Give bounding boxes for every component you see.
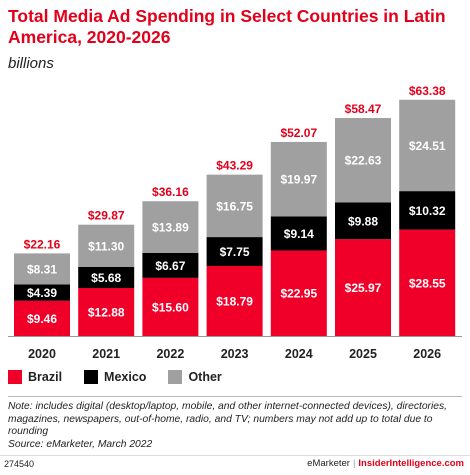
legend-item-brazil: Brazil (8, 370, 62, 384)
x-tick-label-2026: 2026 (413, 347, 441, 361)
chart-subtitle: billions (8, 55, 54, 72)
total-label-2023: $43.29 (216, 159, 253, 173)
legend-swatch-other (168, 370, 183, 384)
total-label-2021: $29.87 (88, 209, 125, 223)
data-label-mexico-2023: $7.75 (220, 245, 250, 259)
data-label-other-2022: $13.89 (152, 221, 189, 235)
data-label-brazil-2024: $22.95 (280, 287, 317, 301)
bar-mexico-2024 (270, 216, 327, 251)
data-label-brazil-2023: $18.79 (216, 294, 253, 308)
brand-name: eMarketer (307, 458, 350, 469)
total-label-2026: $63.38 (409, 84, 446, 98)
bar-brazil-2025 (335, 239, 391, 336)
data-label-brazil-2022: $15.60 (152, 300, 189, 314)
data-label-other-2026: $24.51 (409, 139, 446, 153)
x-tick-label-2023: 2023 (221, 347, 249, 361)
bar-other-2024 (270, 141, 327, 217)
x-tick-label-2020: 2020 (28, 347, 56, 361)
data-label-mexico-2024: $9.14 (284, 227, 314, 241)
total-label-2022: $36.16 (152, 185, 189, 199)
note-text: Note: includes digital (desktop/laptop, … (8, 401, 448, 437)
bar-mexico-2021 (78, 266, 135, 288)
data-label-brazil-2020: $9.46 (27, 312, 57, 326)
data-label-other-2024: $19.97 (280, 173, 317, 187)
bar-brazil-2024 (270, 250, 327, 336)
data-label-mexico-2026: $10.32 (409, 204, 446, 218)
data-label-mexico-2022: $6.67 (155, 259, 185, 273)
x-tick-label-2022: 2022 (156, 347, 184, 361)
legend-swatch-mexico (84, 370, 99, 384)
footer-divider (0, 455, 470, 456)
data-label-brazil-2026: $28.55 (409, 276, 446, 290)
legend: Brazil Mexico Other (8, 370, 222, 384)
legend-item-other: Other (168, 370, 222, 384)
bar-brazil-2026 (399, 229, 456, 336)
bar-brazil-2020 (14, 300, 70, 336)
legend-swatch-brazil (8, 370, 22, 384)
bar-mexico-2026 (399, 191, 456, 230)
total-label-2020: $22.16 (24, 237, 61, 251)
bar-brazil-2021 (78, 287, 135, 336)
data-label-brazil-2021: $12.88 (88, 305, 125, 319)
bar-other-2021 (78, 224, 135, 267)
total-label-2024: $52.07 (280, 126, 317, 140)
data-label-other-2020: $8.31 (27, 262, 57, 276)
data-label-brazil-2025: $25.97 (345, 281, 382, 295)
legend-label-brazil: Brazil (28, 370, 63, 384)
brand-separator: | (352, 458, 356, 469)
x-tick-label-2021: 2021 (92, 347, 120, 361)
bar-mexico-2025 (335, 202, 391, 240)
bar-brazil-2023 (206, 265, 263, 336)
bar-mexico-2020 (14, 284, 70, 301)
data-label-other-2023: $16.75 (216, 199, 253, 213)
legend-label-mexico: Mexico (104, 370, 147, 384)
bar-other-2025 (335, 118, 391, 203)
total-label-2025: $58.47 (345, 102, 382, 116)
data-label-mexico-2021: $5.68 (91, 271, 121, 285)
legend-item-mexico: Mexico (84, 370, 146, 384)
data-label-mexico-2020: $4.39 (27, 286, 57, 300)
bar-mexico-2022 (142, 252, 199, 278)
chart-title: Total Media Ad Spending in Select Countr… (8, 6, 446, 47)
divider (8, 396, 462, 397)
brand-site: InsiderIntelligence.com (358, 458, 464, 469)
stacked-bar-chart: $9.46 $4.39 $8.31 $22.16 2020 $12.88 $5.68 $11.… (8, 84, 462, 361)
footnote: Note: includes digital (desktop/laptop, … (8, 401, 460, 451)
legend-label-other: Other (188, 370, 222, 384)
x-tick-label-2025: 2025 (349, 347, 377, 361)
data-label-other-2021: $11.30 (88, 239, 124, 253)
bar-other-2020 (14, 253, 70, 285)
chart-id: 274540 (4, 459, 35, 469)
bar-brazil-2022 (142, 277, 199, 336)
x-tick-label-2024: 2024 (285, 347, 313, 361)
footer-brand: eMarketer | InsiderIntelligence.com (307, 458, 464, 469)
bar-mexico-2023 (206, 237, 263, 266)
bar-other-2023 (206, 174, 263, 238)
bar-other-2022 (142, 201, 199, 253)
source-text: Source: eMarketer, March 2022 (8, 438, 153, 450)
bar-other-2026 (399, 99, 456, 192)
data-label-mexico-2025: $9.88 (348, 214, 378, 228)
data-label-other-2025: $22.63 (345, 154, 382, 168)
